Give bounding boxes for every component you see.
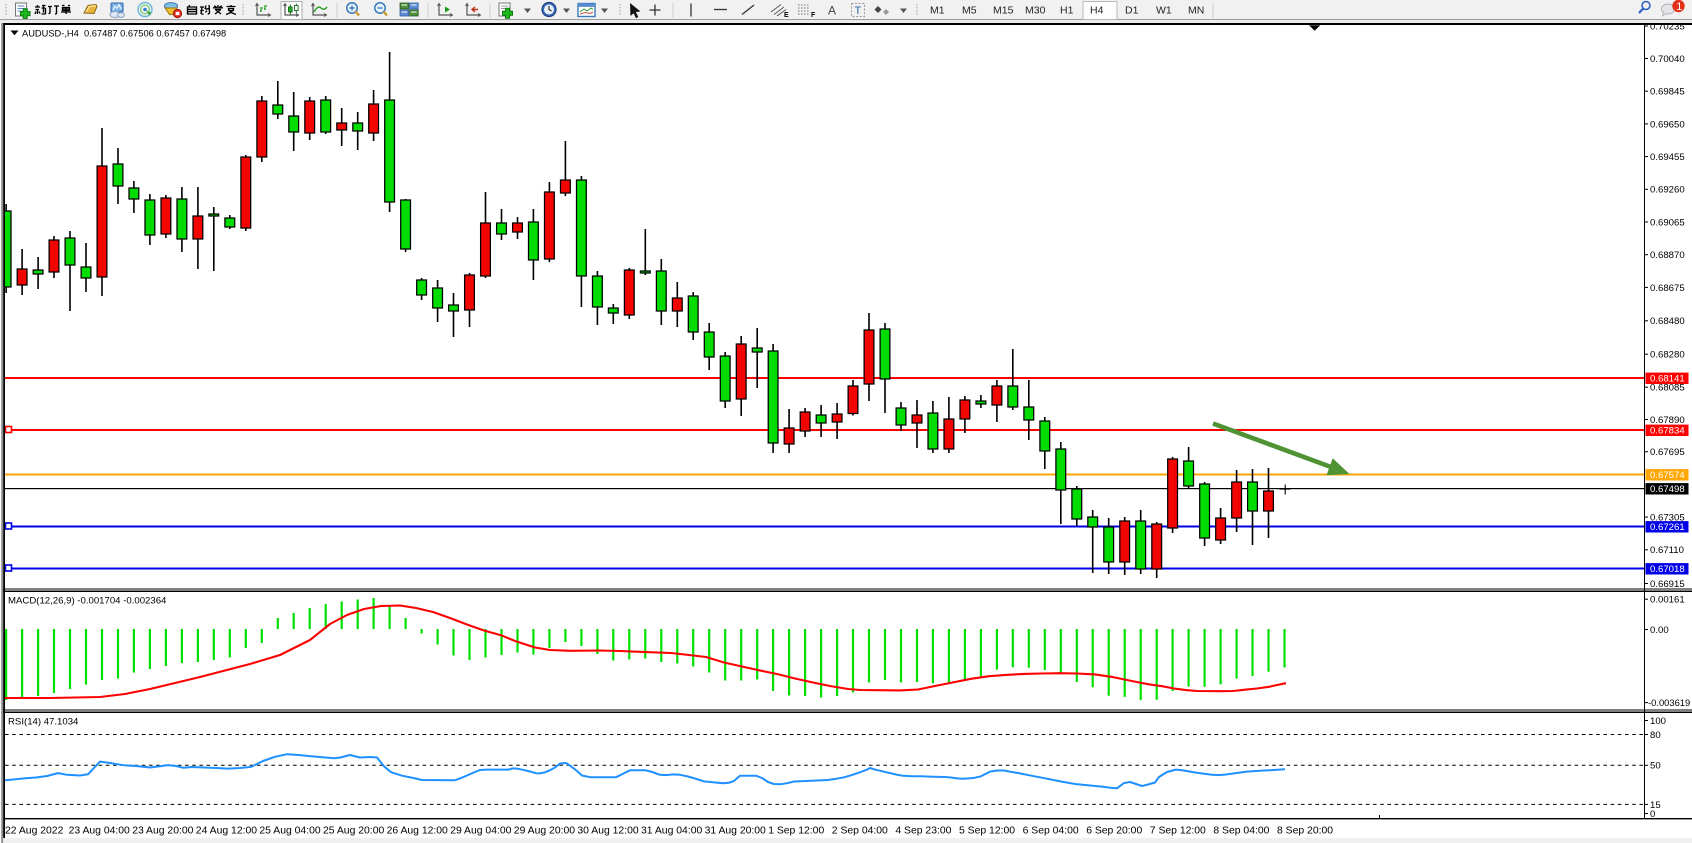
svg-text:0.68870: 0.68870: [1650, 250, 1685, 261]
svg-text:E: E: [784, 12, 789, 19]
svg-text:M5: M5: [962, 5, 977, 17]
svg-text:0.67261: 0.67261: [1650, 522, 1685, 533]
svg-text:0.70235: 0.70235: [1650, 21, 1685, 32]
svg-text:7 Sep 12:00: 7 Sep 12:00: [1150, 826, 1206, 837]
svg-text:H1: H1: [1060, 5, 1074, 17]
svg-text:31 Aug 04:00: 31 Aug 04:00: [641, 826, 702, 837]
svg-text:23 Aug 20:00: 23 Aug 20:00: [132, 826, 193, 837]
svg-text:1 Sep 12:00: 1 Sep 12:00: [768, 826, 824, 837]
svg-text:100: 100: [1650, 716, 1666, 727]
svg-text:0.67574: 0.67574: [1650, 470, 1685, 481]
svg-text:0.68141: 0.68141: [1650, 373, 1685, 384]
svg-text:A: A: [828, 4, 836, 18]
svg-text:50: 50: [1650, 761, 1661, 772]
svg-text:RSI(14) 47.1034: RSI(14) 47.1034: [8, 717, 79, 728]
svg-text:0.69260: 0.69260: [1650, 185, 1685, 196]
svg-text:24 Aug 12:00: 24 Aug 12:00: [196, 826, 257, 837]
svg-text:AUDUSD-,H4 0.67487 0.67506 0.: AUDUSD-,H4 0.67487 0.67506 0.67457 0.674…: [22, 28, 226, 38]
svg-text:D1: D1: [1125, 5, 1139, 17]
svg-text:0.00: 0.00: [1650, 625, 1669, 636]
svg-text:30 Aug 12:00: 30 Aug 12:00: [577, 826, 638, 837]
svg-text:29 Aug 20:00: 29 Aug 20:00: [514, 826, 575, 837]
svg-text:6 Sep 20:00: 6 Sep 20:00: [1086, 826, 1142, 837]
svg-text:M30: M30: [1025, 5, 1046, 17]
svg-text:MACD(12,26,9) -0.001704 -0.002: MACD(12,26,9) -0.001704 -0.002364: [8, 596, 167, 607]
svg-text:0.00161: 0.00161: [1650, 595, 1685, 606]
svg-text:22 Aug 2022: 22 Aug 2022: [5, 826, 64, 837]
svg-text:0.70040: 0.70040: [1650, 54, 1685, 65]
svg-text:0.69845: 0.69845: [1650, 87, 1685, 98]
svg-text:0: 0: [1650, 809, 1655, 820]
svg-text:0.66915: 0.66915: [1650, 579, 1685, 590]
svg-text:1: 1: [1676, 1, 1682, 13]
svg-text:6 Sep 04:00: 6 Sep 04:00: [1023, 826, 1079, 837]
svg-text:25 Aug 04:00: 25 Aug 04:00: [259, 826, 320, 837]
svg-text:0.68085: 0.68085: [1650, 383, 1685, 394]
svg-text:4 Sep 23:00: 4 Sep 23:00: [895, 826, 951, 837]
svg-text:29 Aug 04:00: 29 Aug 04:00: [450, 826, 511, 837]
svg-text:31 Aug 20:00: 31 Aug 20:00: [705, 826, 766, 837]
svg-text:0.69065: 0.69065: [1650, 217, 1685, 228]
svg-text:-0.003619: -0.003619: [1648, 697, 1690, 708]
svg-text:F: F: [811, 12, 816, 19]
svg-text:H4: H4: [1090, 5, 1104, 17]
svg-text:2 Sep 04:00: 2 Sep 04:00: [832, 826, 888, 837]
svg-text:5 Sep 12:00: 5 Sep 12:00: [959, 826, 1015, 837]
svg-text:0.67834: 0.67834: [1650, 425, 1685, 436]
svg-text:W1: W1: [1156, 5, 1172, 17]
svg-text:T: T: [855, 5, 862, 17]
svg-text:M1: M1: [930, 5, 945, 17]
svg-text:0.67305: 0.67305: [1650, 513, 1685, 524]
svg-text:8 Sep 20:00: 8 Sep 20:00: [1277, 826, 1333, 837]
svg-text:0.69455: 0.69455: [1650, 152, 1685, 163]
svg-text:0.67890: 0.67890: [1650, 415, 1685, 426]
svg-text:0.69650: 0.69650: [1650, 119, 1685, 130]
svg-text:0.67110: 0.67110: [1650, 545, 1684, 556]
svg-text:15: 15: [1650, 800, 1661, 811]
svg-text:0.67498: 0.67498: [1650, 484, 1685, 495]
svg-text:80: 80: [1650, 730, 1661, 741]
svg-text:0.68480: 0.68480: [1650, 316, 1685, 327]
svg-text:23 Aug 04:00: 23 Aug 04:00: [69, 826, 130, 837]
svg-text:26 Aug 12:00: 26 Aug 12:00: [387, 826, 448, 837]
svg-text:0.67018: 0.67018: [1650, 564, 1685, 575]
svg-text:MN: MN: [1188, 5, 1204, 17]
svg-text:M15: M15: [993, 5, 1014, 17]
svg-text:0.68280: 0.68280: [1650, 350, 1685, 361]
svg-text:25 Aug 20:00: 25 Aug 20:00: [323, 826, 384, 837]
svg-text:0.68675: 0.68675: [1650, 283, 1685, 294]
svg-text:8 Sep 04:00: 8 Sep 04:00: [1213, 826, 1269, 837]
svg-text:0.67695: 0.67695: [1650, 447, 1685, 458]
